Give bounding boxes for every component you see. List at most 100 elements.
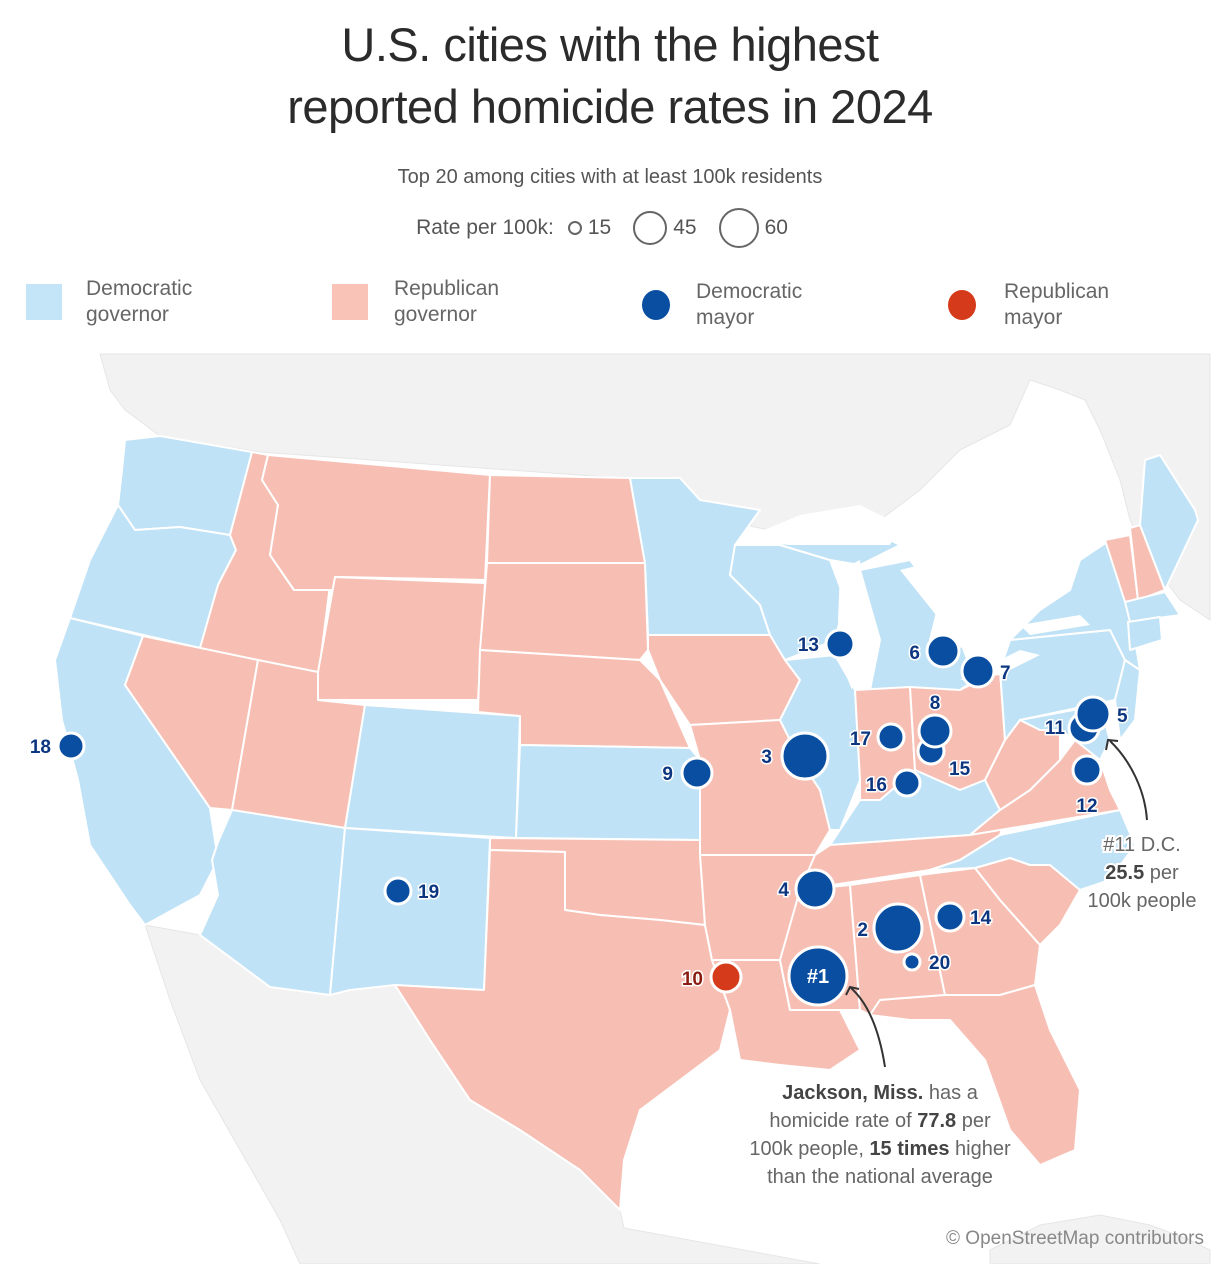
city-marker-12[interactable]	[1071, 754, 1103, 786]
city-marker-10[interactable]	[709, 960, 743, 994]
chart-title: U.S. cities with the highest reported ho…	[0, 14, 1220, 138]
city-marker-1[interactable]	[787, 945, 849, 1007]
city-label: 12	[1076, 796, 1097, 817]
republican-governor-swatch-icon	[332, 284, 368, 320]
city-marker-18[interactable]	[56, 731, 86, 761]
state-texas	[394, 849, 731, 1211]
annotation-text: than the national average	[767, 1166, 993, 1188]
dc-annotation: #11 D.C. 25.5 per 100k people	[1086, 832, 1199, 914]
lake-superior	[740, 505, 900, 545]
size-ring-small-icon	[567, 221, 582, 235]
city-marker-2[interactable]	[872, 902, 924, 954]
city-label: 2	[857, 920, 868, 941]
svg-text:homicide rate of 77.8 per: homicide rate of 77.8 per	[769, 1110, 991, 1132]
svg-text:100k people, 15 times higher: 100k people, 15 times higher	[749, 1138, 1011, 1160]
city-marker-17[interactable]	[876, 722, 906, 752]
size-value-medium: 45	[673, 216, 697, 239]
annotation-text: 100k people,	[749, 1138, 869, 1160]
city-label: 8	[930, 693, 941, 714]
city-marker-5[interactable]	[1074, 695, 1112, 733]
state-nevada	[124, 635, 259, 811]
city-label: 20	[929, 953, 950, 974]
title-line-1: U.S. cities with the highest	[341, 18, 879, 71]
state-kansas	[515, 744, 701, 841]
city-label: 16	[866, 775, 887, 796]
map-attribution: © OpenStreetMap contributors	[946, 1228, 1204, 1249]
city-marker-20[interactable]	[902, 952, 922, 972]
city-label: 13	[798, 635, 819, 656]
legend-label: Republican	[394, 277, 500, 300]
city-label: 3	[761, 747, 772, 768]
state-washington	[117, 435, 253, 536]
great-lakes	[740, 505, 1090, 690]
annotation-text: higher	[950, 1138, 1011, 1160]
annotation-text: homicide rate of	[769, 1110, 917, 1132]
city-marker-3[interactable]	[780, 731, 830, 781]
city-marker-8[interactable]	[917, 713, 953, 749]
state-north-dakota	[486, 474, 646, 564]
dc-annotation-arrow	[1109, 740, 1148, 821]
chart-subtitle: Top 20 among cities with at least 100k r…	[397, 166, 823, 188]
state-montana	[261, 454, 491, 591]
legend-label: mayor	[696, 306, 755, 329]
jackson-arrowhead-icon	[845, 985, 860, 996]
annotation-bold: 15 times	[869, 1138, 949, 1160]
city-labels: 3 9 13 6 7 8 17 15 16 11 5 12 18 19 4 2 …	[28, 634, 1129, 992]
state-colorado	[344, 704, 521, 839]
legend-label: Democratic	[696, 280, 803, 303]
size-value-large: 60	[764, 216, 788, 239]
state-massachusetts	[1124, 591, 1181, 623]
legend-label: governor	[394, 303, 477, 326]
city-marker-6[interactable]	[925, 633, 961, 669]
city-label-rep: 10	[682, 969, 703, 990]
annotation-text: per	[956, 1110, 991, 1132]
republican-mayor-dot-icon	[948, 290, 976, 320]
city-label: 9	[662, 764, 673, 785]
svg-text:Jackson, Miss. has a: Jackson, Miss. has a	[782, 1082, 979, 1104]
city-marker-19[interactable]	[383, 876, 413, 906]
city-label: 15	[949, 759, 971, 780]
jackson-annotation-arrow	[850, 987, 886, 1068]
state-south-dakota	[479, 562, 649, 661]
legend-label: Democratic	[86, 277, 193, 300]
state-new-mexico	[329, 827, 491, 996]
city-label: 6	[909, 643, 920, 664]
city-marker-14[interactable]	[934, 901, 966, 933]
legend-label: mayor	[1004, 306, 1063, 329]
legend-republican-mayor: Republican mayor	[944, 279, 1109, 331]
lake-ontario	[1020, 615, 1090, 635]
city-label: 17	[850, 729, 871, 750]
size-ring-medium-icon	[633, 211, 668, 245]
annotation-text: #11 D.C.	[1103, 834, 1180, 856]
legend-democratic-mayor: Democratic mayor	[638, 279, 802, 331]
city-markers	[56, 628, 1112, 1007]
legend-republican-governor: Republican governor	[332, 276, 499, 328]
city-marker-16[interactable]	[892, 768, 922, 798]
city-marker-9[interactable]	[680, 756, 714, 790]
city-marker-4[interactable]	[794, 868, 836, 910]
city-marker-7[interactable]	[960, 653, 996, 689]
annotation-bold: 25.5	[1105, 862, 1144, 884]
democratic-mayor-dot-icon	[642, 290, 670, 320]
legend-label: Republican	[1004, 280, 1110, 303]
annotation-bold: Jackson, Miss.	[782, 1082, 923, 1104]
state-maine	[1139, 454, 1199, 591]
state-florida	[869, 984, 1081, 1166]
city-label: 14	[970, 908, 992, 929]
state-wyoming	[317, 576, 486, 701]
state-new-jersey	[1114, 659, 1141, 741]
annotation-text: 100k people	[1088, 890, 1197, 912]
city-label: 7	[1000, 663, 1011, 684]
jackson-annotation: Jackson, Miss. has a homicide rate of 77…	[747, 1080, 1013, 1190]
annotation-text: has a	[923, 1082, 978, 1104]
dc-arrowhead-icon	[1105, 738, 1119, 751]
svg-text:25.5 per: 25.5 per	[1105, 862, 1179, 884]
city-label: 5	[1117, 706, 1128, 727]
city-label: 19	[418, 882, 439, 903]
state-connecticut	[1127, 616, 1163, 651]
city-label: 11	[1045, 718, 1066, 739]
annotation-bold: 77.8	[917, 1110, 956, 1132]
city-label: 18	[30, 737, 51, 758]
legend-democratic-governor: Democratic governor	[26, 276, 192, 328]
city-marker-13[interactable]	[824, 628, 856, 660]
